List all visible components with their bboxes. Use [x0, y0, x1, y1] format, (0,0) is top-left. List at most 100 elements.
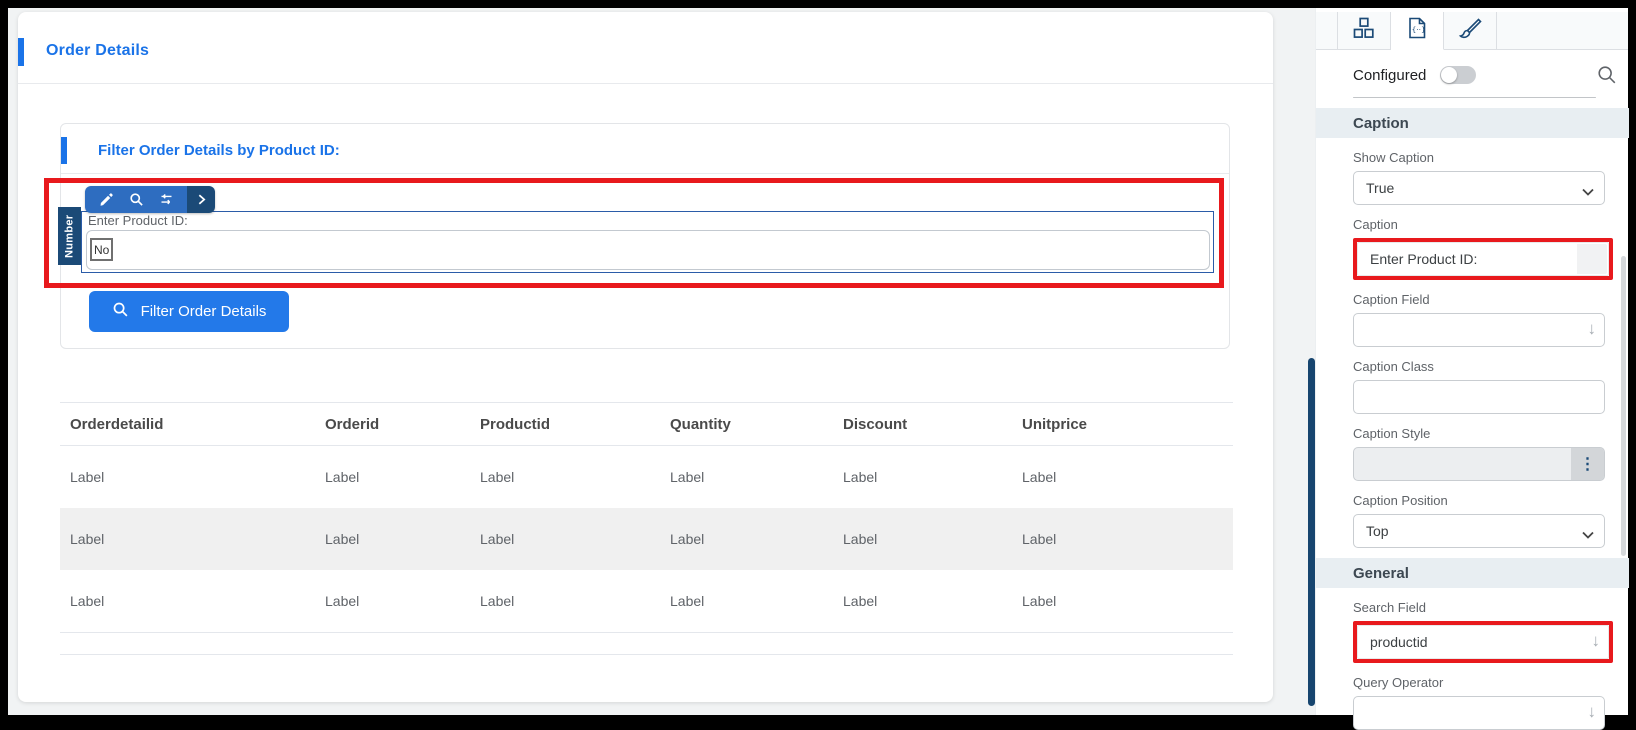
blocks-icon [1352, 16, 1376, 45]
table-cell: Label [325, 593, 360, 609]
table-cell: Label [843, 593, 878, 609]
select-value: Top [1366, 523, 1389, 539]
panel-search-icon[interactable] [1596, 64, 1618, 91]
table-cell: Label [325, 531, 360, 547]
caption-field-input-box: ↓ [1353, 313, 1605, 347]
table-cell: Label [843, 469, 878, 485]
column-header: Quantity [670, 415, 731, 433]
toggle-knob [1441, 67, 1458, 83]
field-label: Caption Position [1353, 493, 1448, 508]
caption-class-input-box [1353, 380, 1605, 414]
field-caption-style: Caption Style ⋮ [1353, 426, 1605, 481]
table-cell: Label [480, 469, 515, 485]
field-caption: Caption [1353, 217, 1613, 280]
table-row[interactable]: Label Label Label Label Label Label [60, 446, 1233, 508]
field-label: Search Field [1353, 600, 1426, 615]
chevron-down-icon [1582, 526, 1594, 544]
table-cell: Label [670, 531, 705, 547]
query-operator-input-box: ↓ [1353, 696, 1605, 730]
file-code-icon: {··} [1405, 16, 1429, 45]
field-show-caption: Show Caption True [1353, 150, 1605, 205]
field-label: Caption Field [1353, 292, 1430, 307]
search-field-input[interactable] [1358, 634, 1608, 650]
widget-toolbar [85, 186, 215, 213]
caption-field-input[interactable] [1354, 322, 1604, 338]
column-header: Orderdetailid [70, 415, 164, 433]
input-endcap [1577, 244, 1607, 274]
section-general: General [1316, 558, 1629, 588]
tab-bar-spacer [1316, 12, 1338, 49]
page-title: Order Details [46, 42, 150, 59]
brush-icon [1457, 16, 1483, 45]
caption-class-input[interactable] [1354, 389, 1604, 405]
configured-label: Configured [1353, 66, 1427, 84]
filter-order-details-button[interactable]: Filter Order Details [89, 291, 289, 332]
section-caption: Caption [1316, 108, 1629, 138]
column-header: Productid [480, 415, 550, 433]
lookup-arrow-icon[interactable]: ↓ [1587, 702, 1597, 721]
field-query-operator: Query Operator ↓ [1353, 675, 1605, 730]
section-title: General [1353, 564, 1409, 582]
svg-text:{··}: {··} [1412, 25, 1426, 34]
select-value: True [1366, 180, 1395, 196]
field-label: Show Caption [1353, 150, 1434, 165]
search-icon[interactable] [123, 186, 149, 213]
table-cell: Label [70, 531, 105, 547]
table-cell: Label [670, 593, 705, 609]
caption-input[interactable] [1358, 251, 1608, 267]
show-caption-select[interactable]: True [1353, 171, 1605, 205]
table-cell: Label [70, 469, 105, 485]
widget-type-tag: Number [58, 207, 81, 265]
table-cell: Label [480, 593, 515, 609]
tab-components[interactable] [1338, 12, 1391, 49]
title-accent-bar [18, 38, 24, 66]
table-cell: Label [843, 531, 878, 547]
divider [1353, 97, 1596, 98]
edit-icon[interactable] [93, 186, 119, 213]
configured-toggle[interactable] [1440, 66, 1477, 84]
column-header: Orderid [325, 415, 380, 433]
panel-scrollbar-thumb[interactable] [1621, 256, 1626, 556]
filter-heading: Filter Order Details by Product ID: [98, 142, 340, 159]
field-label: Caption [1353, 217, 1398, 232]
configured-row: Configured [1353, 62, 1616, 88]
column-header: Unitprice [1022, 415, 1088, 433]
product-id-input[interactable]: No [86, 230, 1210, 270]
caption-style-input-box[interactable]: ⋮ [1353, 447, 1605, 481]
field-label: Caption Style [1353, 426, 1431, 441]
table-cell: Label [1022, 531, 1057, 547]
table-row[interactable]: Label Label Label Label Label Label [60, 570, 1233, 632]
panel-tab-bar: {··} [1316, 12, 1628, 50]
lookup-arrow-icon[interactable]: ↓ [1587, 319, 1597, 338]
table-footer-strip [60, 632, 1233, 655]
chevron-right-icon[interactable] [187, 186, 215, 213]
tab-properties[interactable]: {··} [1391, 12, 1444, 50]
swap-icon[interactable] [153, 186, 179, 213]
field-label: Query Operator [1353, 675, 1444, 690]
table-row[interactable]: Label Label Label Label Label Label [60, 508, 1233, 570]
widget-caption: Enter Product ID: [88, 213, 188, 228]
kebab-menu-icon[interactable]: ⋮ [1571, 448, 1604, 480]
table-cell: Label [1022, 593, 1057, 609]
tab-bar-rest [1497, 12, 1628, 49]
query-operator-input[interactable] [1354, 705, 1604, 721]
page-title-row: Order Details [18, 12, 1273, 84]
table-cell: Label [480, 531, 515, 547]
main-scrollbar-thumb[interactable] [1308, 358, 1315, 706]
panel-content: Configured Caption Show Caption True [1316, 62, 1629, 730]
field-caption-class: Caption Class [1353, 359, 1605, 414]
order-details-card: Order Details Filter Order Details by Pr… [18, 12, 1273, 702]
filter-card: Filter Order Details by Product ID: [58, 123, 1230, 349]
tab-styles[interactable] [1444, 12, 1497, 49]
field-label: Caption Class [1353, 359, 1434, 374]
caption-position-select[interactable]: Top [1353, 514, 1605, 548]
search-field-input-box: ↓ [1357, 625, 1609, 659]
no-value-badge: No [90, 238, 114, 261]
filter-button-label: Filter Order Details [140, 303, 267, 320]
app-canvas: Order Details Filter Order Details by Pr… [8, 8, 1629, 730]
section-title: Caption [1353, 114, 1409, 132]
field-caption-position: Caption Position Top [1353, 493, 1605, 548]
order-details-table: Orderdetailid Orderid Productid Quantity… [60, 402, 1233, 655]
lookup-arrow-icon[interactable]: ↓ [1591, 631, 1601, 650]
annotation-box-search-field: ↓ [1353, 621, 1613, 663]
